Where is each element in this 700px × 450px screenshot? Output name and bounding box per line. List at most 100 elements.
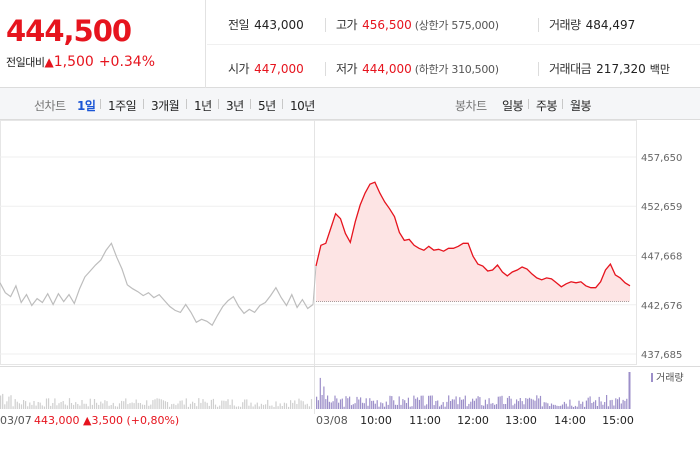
today-volume-bar xyxy=(589,396,591,409)
line-chart-tab[interactable]: 선차트 xyxy=(34,99,66,113)
today-volume-bar xyxy=(604,402,606,409)
today-volume-bar xyxy=(411,406,413,409)
volume-legend-swatch xyxy=(651,373,653,382)
today-volume-bar xyxy=(486,404,488,409)
tab-5years[interactable]: 5년 xyxy=(258,99,276,113)
today-volume-bar xyxy=(587,397,589,409)
today-volume-bar xyxy=(332,401,334,409)
tab-1year[interactable]: 1년 xyxy=(194,99,212,113)
today-volume-bar xyxy=(483,405,485,409)
today-volume-bar xyxy=(339,399,342,409)
chart-footer: 03/07 443,000 ▲3,500 (+0,80%) 03/08 10:0… xyxy=(0,414,700,428)
summary-separator xyxy=(325,18,326,32)
prev-volume-bar xyxy=(162,400,164,409)
prev-volume-bar xyxy=(196,406,198,409)
today-volume-bar xyxy=(609,400,611,409)
prev-volume-bar xyxy=(12,406,14,409)
today-volume-bar xyxy=(618,397,620,409)
tab-1week[interactable]: 1주일 xyxy=(108,99,137,113)
prev-volume-bar xyxy=(246,399,248,409)
today-volume-bar xyxy=(571,405,573,409)
today-volume-bar xyxy=(393,400,395,409)
today-volume-bar xyxy=(371,400,373,409)
prev-volume-bar xyxy=(275,401,277,409)
prev-volume-bar xyxy=(256,402,258,409)
today-volume-bar xyxy=(440,404,442,409)
today-volume-bar xyxy=(606,395,608,409)
change-label: 전일대비 xyxy=(6,56,45,69)
today-volume-bar xyxy=(457,404,459,409)
today-volume-bar xyxy=(624,400,626,409)
today-volume-bar xyxy=(448,395,450,409)
prev-volume-bar xyxy=(221,400,223,409)
today-volume-bar xyxy=(484,399,486,409)
today-volume-bar xyxy=(593,401,595,409)
prev-volume-bar xyxy=(127,404,129,409)
today-volume-bar xyxy=(328,401,330,409)
today-volume-bar xyxy=(420,395,422,409)
prev-volume-bar xyxy=(81,400,83,409)
today-volume-bar xyxy=(470,401,472,409)
tab-3months[interactable]: 3개월 xyxy=(151,99,180,113)
tab-daily-candle[interactable]: 일봉 xyxy=(502,99,524,113)
today-volume-bar xyxy=(446,401,448,409)
prev-volume-bar xyxy=(135,399,137,409)
tab-monthly-candle[interactable]: 월봉 xyxy=(570,99,592,113)
today-volume-bar xyxy=(418,399,420,409)
today-volume-bar xyxy=(385,401,387,409)
prev-volume-bar xyxy=(258,406,260,409)
prev-volume-bar xyxy=(75,402,77,409)
candle-chart-tab[interactable]: 봉차트 xyxy=(455,99,487,113)
summary-separator xyxy=(538,18,539,32)
today-volume-bar xyxy=(352,404,354,409)
today-volume-bar xyxy=(382,403,384,409)
today-volume-bar xyxy=(534,400,536,409)
prev-volume-bar xyxy=(66,405,68,409)
today-volume-bar xyxy=(437,400,439,409)
prev-volume-bar xyxy=(296,404,298,409)
today-volume-bar xyxy=(585,400,587,409)
today-volume-bar xyxy=(565,403,567,409)
today-volume-bar xyxy=(461,399,463,409)
prev-volume-bar xyxy=(64,404,66,409)
today-volume-bar xyxy=(416,397,419,409)
today-volume-bar xyxy=(380,402,382,409)
y-tick-label: 442,676 xyxy=(641,301,682,312)
y-tick-label: 437,685 xyxy=(641,350,682,361)
today-volume-bar xyxy=(321,395,323,409)
prev-volume-bar xyxy=(214,404,217,409)
prev-volume-bar xyxy=(160,399,162,409)
prev-volume-bar xyxy=(310,399,313,409)
today-volume-bar xyxy=(378,406,380,409)
prev-volume-bar xyxy=(6,401,8,409)
today-volume-bar xyxy=(517,401,520,409)
today-volume-bar xyxy=(389,395,391,409)
today-volume-bar xyxy=(503,404,505,409)
x-tick-label: 12:00 xyxy=(457,414,489,427)
today-volume-bar xyxy=(490,403,492,409)
today-volume-bar xyxy=(620,403,622,409)
prev-volume-bar xyxy=(250,402,252,409)
prev-volume-bar xyxy=(45,398,48,409)
today-volume-bar xyxy=(622,399,624,409)
today-volume-bar xyxy=(558,406,560,409)
session-connector xyxy=(312,265,317,305)
today-volume-bar xyxy=(341,398,343,409)
tab-10years[interactable]: 10년 xyxy=(290,99,315,113)
tab-weekly-candle[interactable]: 주봉 xyxy=(536,99,558,113)
today-volume-bar xyxy=(521,401,523,409)
today-volume-bar xyxy=(479,397,481,409)
tab-separator xyxy=(282,99,283,109)
prev-volume-bar xyxy=(129,403,131,409)
prev-volume-bar xyxy=(139,403,141,409)
today-volume-bar xyxy=(394,404,397,409)
tab-1day[interactable]: 1일 xyxy=(77,99,96,113)
today-volume-bar xyxy=(495,404,498,409)
tab-3years[interactable]: 3년 xyxy=(226,99,244,113)
today-volume-bar xyxy=(334,395,336,409)
prev-volume-bar xyxy=(156,398,158,409)
y-tick-label: 447,668 xyxy=(641,251,682,262)
prev-volume-bar xyxy=(260,403,262,409)
today-volume-bar xyxy=(459,397,461,409)
prev-volume-bar xyxy=(141,404,144,409)
